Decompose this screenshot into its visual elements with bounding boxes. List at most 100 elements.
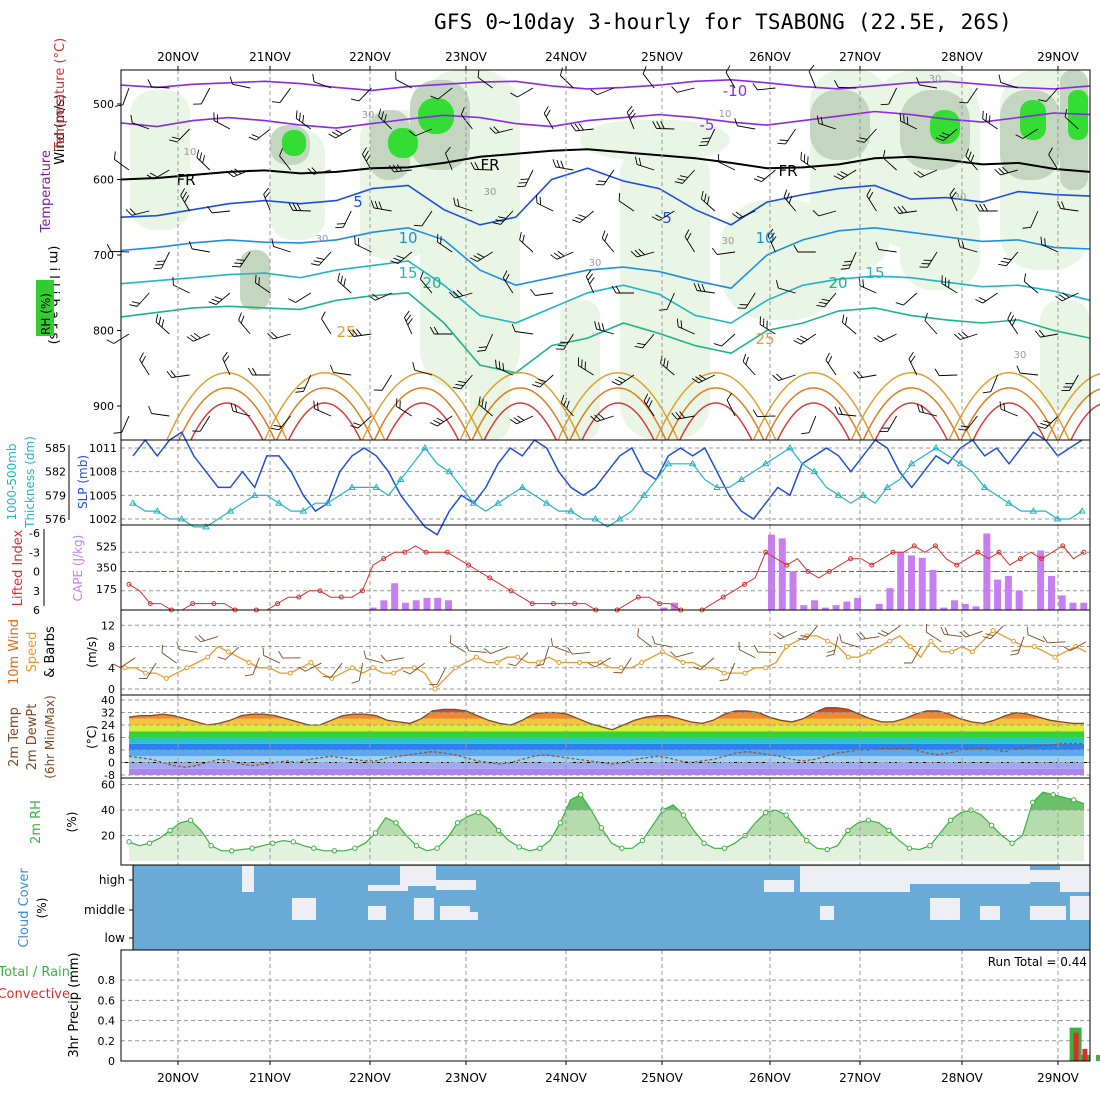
upper-wind-barb-43 xyxy=(899,113,917,130)
surface-barb-67 xyxy=(797,625,818,641)
upper-wind-barb-151 xyxy=(404,310,413,335)
upper-wind-barb-41-staff xyxy=(818,123,837,130)
thick-label-1: 1000-500mb xyxy=(5,443,19,520)
upper-wind-barb-145-staff xyxy=(155,321,170,335)
upper-wind-barb-145-flag-0 xyxy=(155,313,159,323)
upper-wind-barb-83-flag-2 xyxy=(578,214,587,218)
upper-wind-barb-97 xyxy=(153,251,170,270)
upper-wind-barb-201-staff xyxy=(478,404,493,417)
upper-wind-barb-212-staff xyxy=(919,411,938,417)
surface-barb-51-staff xyxy=(637,635,653,648)
upper-wind-barb-197-staff xyxy=(314,408,332,417)
upper-wind-barb-160-flag-0 xyxy=(759,316,761,325)
contour-label-4: FR xyxy=(778,162,797,180)
surface-barb-67-flag-0 xyxy=(797,638,807,641)
surface-barb-91-staff xyxy=(1047,641,1066,644)
surface-barb-39-staff xyxy=(515,652,529,666)
surface-barb-89-staff xyxy=(1027,634,1045,643)
upper-wind-barb-172-staff xyxy=(303,374,312,392)
upper-wind-barb-202-flag-1 xyxy=(513,417,521,423)
upper-wind-barb-147-staff xyxy=(238,319,251,335)
upper-wind-barb-97-flag-2 xyxy=(156,260,166,262)
upper-wind-barb-99-flag-2 xyxy=(236,259,245,261)
rh-region-6 xyxy=(620,140,710,440)
upper-wind-barb-135-flag-1 xyxy=(739,304,748,306)
upper-wind-barb-50-flag-2 xyxy=(202,155,206,164)
upper-wind-barb-79-flag-0 xyxy=(413,224,422,227)
li-marker-26 xyxy=(402,549,408,555)
top-date-label-5: 25NOV xyxy=(641,50,683,64)
isotherm-warm-2-2 xyxy=(385,402,460,441)
wind-ylabel-3: 12 xyxy=(101,619,115,632)
upper-wind-barb-120-flag-1 xyxy=(131,301,140,304)
upper-wind-barb-40-flag-1 xyxy=(779,139,788,142)
upper-wind-barb-130-flag-0 xyxy=(530,288,536,296)
upper-wind-barb-72-staff xyxy=(131,210,150,216)
wind-marker-86 xyxy=(1011,638,1017,644)
upper-wind-barb-30-flag-2 xyxy=(383,114,387,123)
upper-wind-barb-181-flag-1 xyxy=(663,357,666,367)
wind-marker-22 xyxy=(349,665,355,671)
upper-wind-barb-111 xyxy=(711,247,736,255)
upper-wind-barb-151-flag-2 xyxy=(407,318,413,326)
upper-wind-barb-64-flag-1 xyxy=(756,175,765,180)
rh-marker-84 xyxy=(988,822,995,829)
cape-ylabel-1: 350 xyxy=(96,562,117,575)
upper-wind-barb-176 xyxy=(452,374,473,390)
li-marker-48 xyxy=(635,594,641,600)
upper-wind-barb-131-flag-0 xyxy=(585,269,592,277)
cloud-clear-6 xyxy=(910,866,1030,884)
thickness-marker-18 xyxy=(348,483,356,490)
upper-wind-barb-139-staff xyxy=(903,292,918,306)
upper-wind-barb-153-staff xyxy=(484,333,494,351)
upper-wind-barb-177-flag-0 xyxy=(495,359,497,368)
cape-bar-27 xyxy=(412,600,420,610)
upper-wind-barb-59-flag-0 xyxy=(552,159,557,168)
wind-marker-58 xyxy=(721,670,727,676)
upper-wind-barb-199-flag-1 xyxy=(399,400,401,409)
surface-barb-19 xyxy=(298,662,322,672)
upper-wind-barb-24-flag-0 xyxy=(130,114,133,123)
surface-barb-89-flag-0 xyxy=(1026,626,1029,635)
upper-wind-barb-195-flag-0 xyxy=(230,403,234,412)
upper-wind-barb-209-staff xyxy=(808,415,817,433)
upper-wind-barb-27 xyxy=(248,128,271,141)
upper-wind-barb-62-staff xyxy=(682,169,695,184)
li-marker-88 xyxy=(1060,543,1066,549)
thickness-marker-30 xyxy=(494,499,502,506)
surface-barb-79-staff xyxy=(925,631,942,643)
upper-wind-barb-36-flag-2 xyxy=(629,113,636,121)
precip-ylabel-4: 0.8 xyxy=(98,974,116,987)
wind-marker-18 xyxy=(308,659,314,665)
thickness-marker-50 xyxy=(737,475,746,483)
upper-wind-barb-110-flag-0 xyxy=(684,229,690,237)
li-marker-18 xyxy=(317,588,323,594)
upper-wind-barb-34-staff xyxy=(543,113,554,130)
temp-line xyxy=(128,707,1084,731)
cape-bar-63 xyxy=(800,605,808,610)
upper-wind-barb-153-flag-0 xyxy=(477,349,486,352)
contour-label-18: 30 xyxy=(589,258,602,269)
rh-marker-24 xyxy=(372,830,379,836)
upper-wind-barb-64 xyxy=(753,169,776,182)
upper-wind-barb-12 xyxy=(590,87,614,96)
upper-wind-barb-28-flag-1 xyxy=(299,112,301,121)
upper-wind-barb-87-flag-0 xyxy=(731,213,740,219)
upper-wind-barb-90-staff xyxy=(866,195,877,212)
thickness-marker-34 xyxy=(542,499,551,506)
upper-wind-barb-61-staff xyxy=(636,164,655,171)
thickness-marker-78 xyxy=(1078,507,1086,514)
upper-wind-barb-6-staff xyxy=(358,87,372,102)
upper-wind-barb-180 xyxy=(611,374,635,386)
wind-frame xyxy=(120,609,1091,696)
upper-wind-barb-109 xyxy=(630,248,655,258)
thick-label-2: Thickness (dm) xyxy=(23,436,37,529)
upper-wind-barb-190-staff xyxy=(1020,372,1039,376)
surface-barb-33-staff xyxy=(450,642,467,653)
upper-wind-barb-75 xyxy=(263,187,271,212)
upper-wind-barb-55-flag-1 xyxy=(392,164,399,172)
upper-wind-barb-41 xyxy=(816,115,837,130)
upper-wind-barb-38 xyxy=(698,128,716,147)
cape-bar-77 xyxy=(951,600,959,610)
upper-wind-barb-119-staff xyxy=(1041,244,1059,253)
